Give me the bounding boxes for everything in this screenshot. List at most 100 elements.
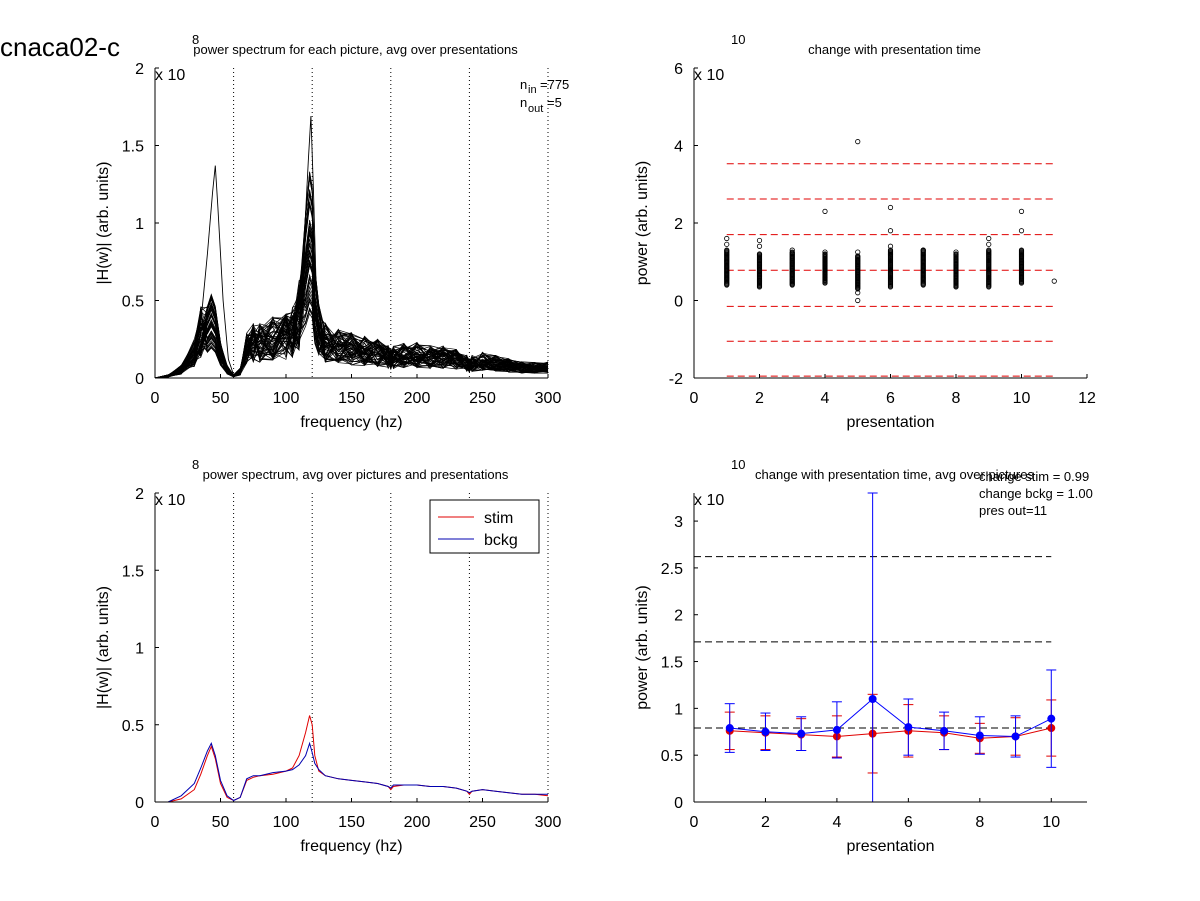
data-point-outlier: [1051, 278, 1057, 284]
data-point-bckg: [761, 727, 770, 736]
data-point-outlier: [855, 297, 861, 304]
axis-multiplier: x 10: [155, 492, 185, 509]
y-tick-label: 1.5: [661, 655, 683, 672]
stats-annotation: pres out=11: [979, 503, 1047, 518]
spectrum-line: [154, 288, 549, 379]
data-point-outlier: [789, 247, 795, 253]
x-tick-label: 4: [821, 390, 830, 407]
data-point-bckg: [832, 725, 841, 734]
spectrum-line: [154, 226, 549, 379]
x-tick-label: 6: [904, 814, 913, 831]
x-tick-label: 250: [469, 814, 496, 831]
x-tick-label: 0: [690, 390, 699, 407]
axis-multiplier: x 10: [694, 67, 724, 84]
x-tick-label: 100: [273, 814, 300, 831]
x-tick-label: 0: [151, 390, 160, 407]
data-point: [789, 249, 795, 255]
data-point-bckg: [868, 695, 877, 703]
plot-change-with-presentation-time: 0 2 4 6 8 10 12 -2 0 2 4 6 presentation power (arb. u…: [634, 32, 1096, 431]
y-tick-label: 0: [135, 795, 144, 812]
y-tick-label: 1.5: [122, 139, 144, 156]
data-point-outlier: [756, 237, 763, 244]
data-point-bckg: [725, 724, 734, 733]
n-out-value: =5: [547, 95, 562, 110]
plot-title: power spectrum for each picture, avg ove…: [193, 42, 518, 57]
x-axis-label: presentation: [846, 838, 934, 855]
y-tick-label: 1: [674, 701, 683, 718]
stats-annotation: change stim = 0.99: [979, 469, 1089, 484]
y-tick-label: 3: [674, 514, 683, 531]
x-tick-label: 150: [338, 814, 365, 831]
axis-multiplier: x 10: [694, 492, 724, 509]
y-axis-label: |H(w)| (arb. units): [95, 586, 112, 709]
y-tick-label: 2: [674, 608, 683, 625]
x-tick-label: 0: [690, 814, 699, 831]
y-tick-label: 1: [135, 216, 144, 233]
n-in-symbol: n: [520, 77, 527, 92]
data-point-outlier: [1018, 208, 1025, 214]
data-point-outlier: [986, 235, 992, 242]
data-point: [986, 247, 992, 253]
y-axis-label: power (arb. units): [634, 585, 651, 710]
plot-change-with-presentation-avg: 0 2 4 6 8 10 0 0.5 1 1.5 2 2.5 3 presentation power (a…: [634, 457, 1093, 855]
data-point-outlier: [756, 243, 763, 249]
x-axis-label: presentation: [846, 414, 934, 431]
data-point-bckg: [975, 731, 984, 740]
y-tick-label: 1: [135, 641, 144, 658]
data-point-bckg: [904, 723, 913, 732]
plot-title: change with presentation time: [808, 42, 981, 57]
x-tick-label: 300: [535, 390, 562, 407]
y-axis-label: |H(w)| (arb. units): [95, 162, 112, 285]
data-point: [1018, 247, 1025, 253]
data-point: [855, 253, 861, 259]
x-axis-label: frequency (hz): [300, 414, 402, 431]
series-line-stim: [729, 727, 1052, 739]
data-point-bckg: [1047, 714, 1056, 723]
axis-multiplier-exponent: 10: [731, 457, 745, 472]
data-point-outlier: [1018, 228, 1025, 234]
x-tick-label: 6: [886, 390, 895, 407]
data-point: [953, 251, 959, 257]
x-tick-label: 200: [404, 390, 431, 407]
stats-annotation: change bckg = 1.00: [979, 486, 1093, 501]
legend: stim bckg: [429, 499, 540, 554]
n-in-value: =775: [540, 77, 569, 92]
axis-multiplier-exponent: 8: [192, 457, 199, 472]
y-tick-label: 0.5: [122, 294, 144, 311]
legend-label-stim: stim: [484, 510, 513, 527]
x-tick-label: 0: [151, 814, 160, 831]
legend-box: [429, 499, 540, 554]
data-point-outlier: [724, 235, 730, 242]
y-tick-label: 0.5: [122, 718, 144, 735]
x-tick-label: 300: [535, 814, 562, 831]
y-tick-label: 2: [135, 486, 144, 503]
x-tick-label: 100: [273, 390, 300, 407]
data-point-outlier: [855, 249, 861, 255]
x-tick-label: 50: [212, 814, 230, 831]
spectrum-line-peak: [154, 116, 549, 379]
data-point-outlier: [953, 249, 959, 255]
y-tick-label: 0: [135, 371, 144, 388]
x-tick-label: 12: [1078, 390, 1096, 407]
plot-title: change with presentation time, avg over …: [755, 467, 1034, 482]
x-tick-label: 2: [761, 814, 770, 831]
series-line-stim: [155, 715, 549, 803]
data-point: [887, 247, 894, 253]
data-point: [724, 247, 730, 253]
data-point-bckg: [1011, 732, 1020, 741]
x-tick-label: 8: [952, 390, 961, 407]
plot-power-spectrum-avg: 0 50 100 150 200 250 300 0 0.5 1 1.5 2 frequency (hz…: [95, 457, 561, 855]
data-point-outlier: [855, 139, 861, 145]
y-tick-label: 6: [674, 61, 683, 78]
axis-multiplier: x 10: [155, 67, 185, 84]
x-tick-label: 8: [975, 814, 984, 831]
y-tick-label: -2: [669, 371, 683, 388]
axis-multiplier-exponent: 10: [731, 32, 745, 47]
x-axis-label: frequency (hz): [300, 838, 402, 855]
y-tick-label: 0: [674, 294, 683, 311]
data-point: [756, 251, 763, 257]
series-line-bckg: [729, 698, 1052, 738]
data-point-outlier: [822, 249, 828, 255]
x-tick-label: 4: [832, 814, 841, 831]
